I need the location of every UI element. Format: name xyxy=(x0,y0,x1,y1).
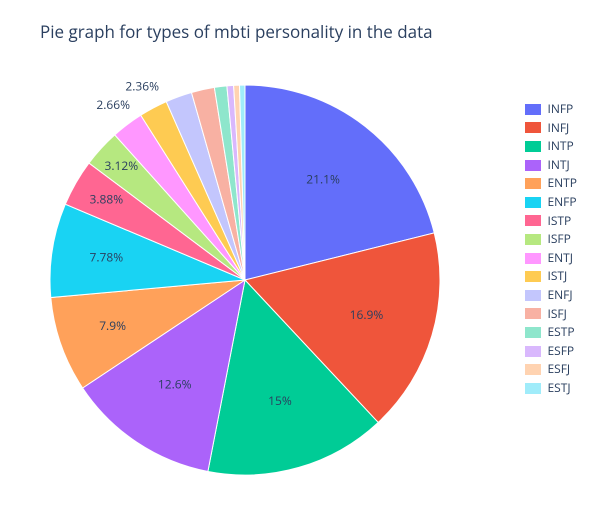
legend-item-infp[interactable]: INFP xyxy=(525,100,577,119)
slice-label-enfj: 2.19% xyxy=(154,80,188,82)
legend-label: ISFP xyxy=(547,230,570,249)
legend-label: ENTJ xyxy=(547,249,573,268)
legend: INFPINFJINTPINTJENTPENFPISTPISFPENTJISTJ… xyxy=(525,100,577,398)
legend-swatch xyxy=(525,234,541,245)
legend-swatch xyxy=(525,364,541,375)
legend-label: ESFJ xyxy=(547,360,570,379)
legend-label: INTP xyxy=(547,137,573,156)
legend-swatch xyxy=(525,104,541,115)
pie-svg: 21.1%16.9%15%12.6%7.9%7.78%3.88%3.12%2.6… xyxy=(40,80,450,480)
legend-label: ISFJ xyxy=(547,305,566,324)
legend-item-istp[interactable]: ISTP xyxy=(525,212,577,231)
legend-label: INFJ xyxy=(547,119,569,138)
chart-container: Pie graph for types of mbti personality … xyxy=(0,0,592,508)
legend-swatch xyxy=(525,160,541,171)
legend-item-entp[interactable]: ENTP xyxy=(525,174,577,193)
legend-item-esfj[interactable]: ESFJ xyxy=(525,360,577,379)
legend-swatch xyxy=(525,327,541,338)
legend-label: ENTP xyxy=(547,174,577,193)
legend-label: INFP xyxy=(547,100,573,119)
legend-swatch xyxy=(525,197,541,208)
legend-label: ESTJ xyxy=(547,379,570,398)
legend-item-estj[interactable]: ESTJ xyxy=(525,379,577,398)
legend-item-enfp[interactable]: ENFP xyxy=(525,193,577,212)
legend-swatch xyxy=(525,141,541,152)
slice-label-entj: 2.66% xyxy=(96,96,130,113)
legend-swatch xyxy=(525,383,541,394)
pie-plot-area: 21.1%16.9%15%12.6%7.9%7.78%3.88%3.12%2.6… xyxy=(40,80,450,480)
legend-swatch xyxy=(525,215,541,226)
legend-swatch xyxy=(525,271,541,282)
legend-swatch xyxy=(525,178,541,189)
legend-item-estp[interactable]: ESTP xyxy=(525,323,577,342)
legend-item-esfp[interactable]: ESFP xyxy=(525,342,577,361)
legend-item-istj[interactable]: ISTJ xyxy=(525,267,577,286)
legend-item-intj[interactable]: INTJ xyxy=(525,156,577,175)
legend-swatch xyxy=(525,290,541,301)
legend-swatch xyxy=(525,122,541,133)
legend-label: INTJ xyxy=(547,156,569,175)
legend-label: ENFJ xyxy=(547,286,572,305)
legend-item-entj[interactable]: ENTJ xyxy=(525,249,577,268)
legend-label: ESTP xyxy=(547,323,574,342)
chart-title: Pie graph for types of mbti personality … xyxy=(40,20,433,43)
legend-swatch xyxy=(525,346,541,357)
legend-swatch xyxy=(525,253,541,264)
legend-item-isfp[interactable]: ISFP xyxy=(525,230,577,249)
legend-item-isfj[interactable]: ISFJ xyxy=(525,305,577,324)
legend-item-infj[interactable]: INFJ xyxy=(525,119,577,138)
legend-item-intp[interactable]: INTP xyxy=(525,137,577,156)
slice-label-istj: 2.36% xyxy=(125,80,159,95)
legend-item-enfj[interactable]: ENFJ xyxy=(525,286,577,305)
legend-label: ISTJ xyxy=(547,267,567,286)
legend-label: ENFP xyxy=(547,193,576,212)
legend-swatch xyxy=(525,308,541,319)
legend-label: ISTP xyxy=(547,212,571,231)
legend-label: ESFP xyxy=(547,342,574,361)
